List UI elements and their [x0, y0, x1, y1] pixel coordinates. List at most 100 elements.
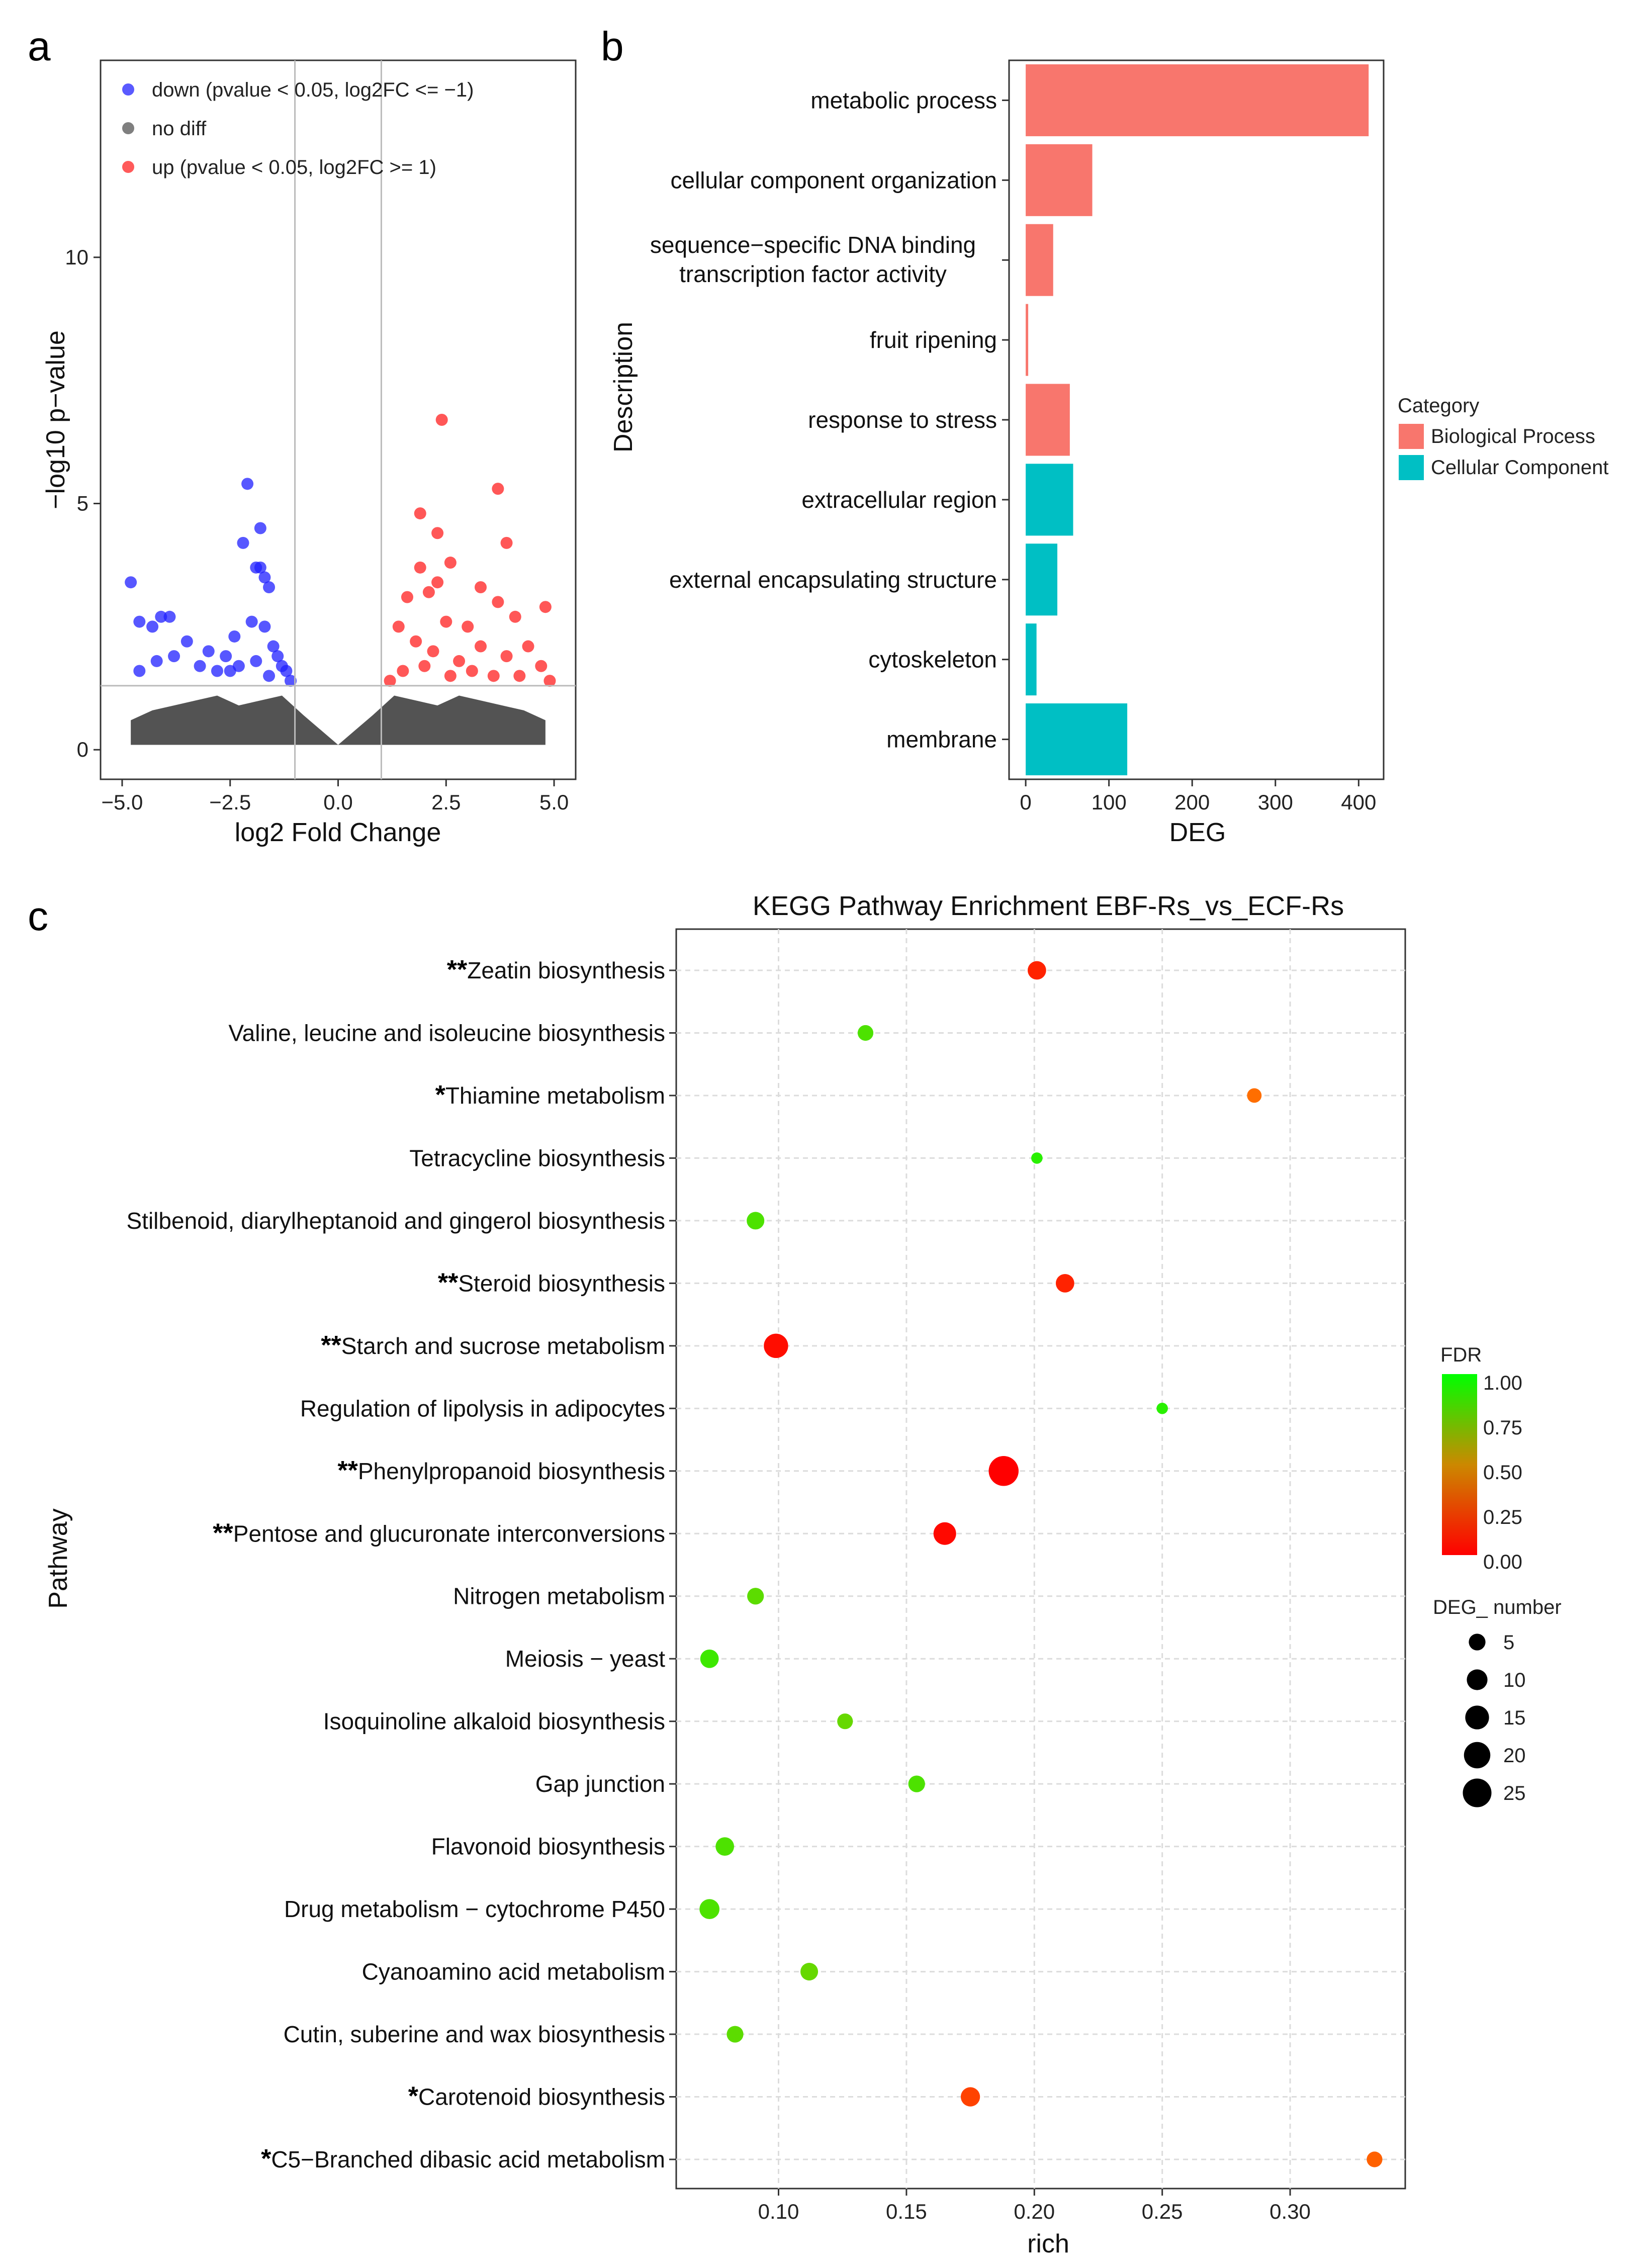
- down-point: [250, 655, 262, 667]
- pathway-label: Stilbenoid, diarylheptanoid and gingerol…: [127, 1208, 666, 1234]
- deg-legend-label: 15: [1503, 1707, 1526, 1729]
- go-bar: [1026, 623, 1037, 696]
- up-point: [431, 527, 444, 539]
- go-bar: [1026, 464, 1073, 536]
- panel-b-letter: b: [601, 24, 624, 69]
- up-point: [440, 615, 452, 628]
- pathway-label: *Thiamine metabolism: [435, 1080, 665, 1110]
- pathway-label: **Steroid biosynthesis: [438, 1268, 665, 1297]
- fdr-legend-tick: 0.50: [1483, 1462, 1522, 1484]
- deg-legend-label: 25: [1503, 1782, 1526, 1804]
- go-category-label: metabolic process: [810, 87, 997, 113]
- deg-legend-dot: [1463, 1778, 1492, 1807]
- x-tick-label: 0.0: [323, 790, 352, 814]
- pathway-dot: [1156, 1403, 1168, 1414]
- up-point: [453, 655, 466, 667]
- deg-legend-title: DEG_ number: [1433, 1596, 1562, 1618]
- go-category-label: sequence−specific DNA binding transcripti…: [650, 232, 976, 287]
- pathway-dot: [1247, 1088, 1262, 1103]
- up-point: [539, 601, 552, 613]
- up-point: [444, 670, 457, 682]
- up-point: [431, 576, 444, 589]
- down-point: [180, 635, 193, 648]
- up-point: [492, 483, 504, 495]
- x-tick-label: 0.30: [1269, 2200, 1311, 2223]
- x-tick-label: 0.10: [758, 2200, 799, 2223]
- pathway-dot: [800, 1963, 819, 1981]
- fdr-legend-tick: 1.00: [1483, 1372, 1522, 1394]
- down-point: [271, 650, 284, 663]
- deg-legend-label: 5: [1503, 1631, 1514, 1654]
- up-point: [384, 675, 396, 687]
- volcano-points: [125, 414, 556, 745]
- pathway-label: **Zeatin biosynthesis: [447, 955, 665, 984]
- down-point: [133, 665, 146, 677]
- up-point: [397, 665, 409, 677]
- go-legend: Category Biological Process Cellular Compo…: [1398, 395, 1609, 480]
- down-point: [133, 615, 146, 628]
- kegg-x-axis-title: rich: [1027, 2229, 1069, 2258]
- volcano-ticks: −5.0 −2.5 0.0 2.5 5.0 0 5 10: [65, 245, 569, 814]
- pathway-dot: [764, 1333, 788, 1358]
- deg-legend-dot: [1469, 1634, 1486, 1651]
- up-point: [410, 635, 422, 648]
- pathway-label: Cyanoamino acid metabolism: [362, 1959, 665, 1985]
- deg-legend-label: 10: [1503, 1669, 1526, 1691]
- up-point: [444, 557, 457, 569]
- go-legend-label: Biological Process: [1431, 425, 1595, 447]
- up-point: [500, 650, 513, 663]
- go-category-label: cellular component organization: [670, 167, 997, 193]
- down-point: [241, 478, 254, 490]
- go-category-label: fruit ripening: [870, 327, 997, 353]
- pathway-dot: [715, 1837, 735, 1856]
- down-point: [202, 645, 215, 658]
- go-bar: [1026, 703, 1128, 776]
- pathway-dot: [933, 1522, 956, 1545]
- kegg-pathway-labels: **Zeatin biosynthesis Valine, leucine and…: [127, 955, 676, 2173]
- down-point: [258, 571, 271, 584]
- go-bar: [1026, 64, 1369, 136]
- y-tick-label: 0: [77, 738, 88, 761]
- up-point: [418, 660, 431, 672]
- pathway-dot: [1055, 1274, 1074, 1293]
- kegg-dots: [699, 961, 1383, 2167]
- pathway-label: Meiosis − yeast: [505, 1646, 666, 1672]
- down-point: [155, 610, 167, 623]
- deg-legend-label: 20: [1503, 1745, 1526, 1767]
- kegg-y-axis-title: Pathway: [44, 1508, 73, 1608]
- down-point: [228, 630, 241, 643]
- down-point: [125, 576, 137, 589]
- go-bars: [1026, 64, 1369, 776]
- down-point: [211, 665, 223, 677]
- pathway-label: Tetracycline biosynthesis: [409, 1145, 665, 1171]
- x-tick-label: 100: [1092, 790, 1127, 814]
- pathway-dot: [988, 1456, 1019, 1486]
- legend-label: down (pvalue < 0.05, log2FC <= −1): [152, 79, 474, 101]
- up-point: [414, 561, 426, 574]
- pathway-dot: [960, 2087, 980, 2107]
- pathway-label: Drug metabolism − cytochrome P450: [284, 1896, 665, 1922]
- volcano-y-axis-title: −log10 p−value: [41, 330, 70, 509]
- go-bar: [1026, 304, 1029, 376]
- pathway-label: **Starch and sucrose metabolism: [321, 1331, 665, 1360]
- go-category-label: extracellular region: [801, 487, 997, 513]
- go-bar: [1026, 144, 1093, 216]
- fdr-colorbar: [1442, 1374, 1477, 1555]
- pathway-label: Nitrogen metabolism: [453, 1583, 665, 1609]
- go-legend-label: Cellular Component: [1431, 457, 1609, 479]
- x-tick-label: 2.5: [431, 790, 461, 814]
- pathway-label: *Carotenoid biosynthesis: [408, 2082, 665, 2111]
- x-tick-label: 400: [1341, 790, 1376, 814]
- go-category-label: cytoskeleton: [868, 647, 997, 673]
- legend-label: no diff: [152, 118, 207, 140]
- down-point: [285, 675, 297, 687]
- down-point: [280, 665, 293, 677]
- go-legend-swatch: [1399, 455, 1424, 480]
- down-point: [263, 670, 276, 682]
- down-point: [258, 620, 271, 633]
- go-ticks: 0 100 200 300 400: [1020, 779, 1376, 814]
- kegg-bubble-chart: KEGG Pathway Enrichment EBF-Rs_vs_ECF-Rs…: [44, 891, 1562, 2258]
- legend-label: up (pvalue < 0.05, log2FC >= 1): [152, 156, 436, 178]
- pathway-label: Valine, leucine and isoleucine biosynthe…: [228, 1020, 665, 1046]
- down-point: [254, 522, 266, 534]
